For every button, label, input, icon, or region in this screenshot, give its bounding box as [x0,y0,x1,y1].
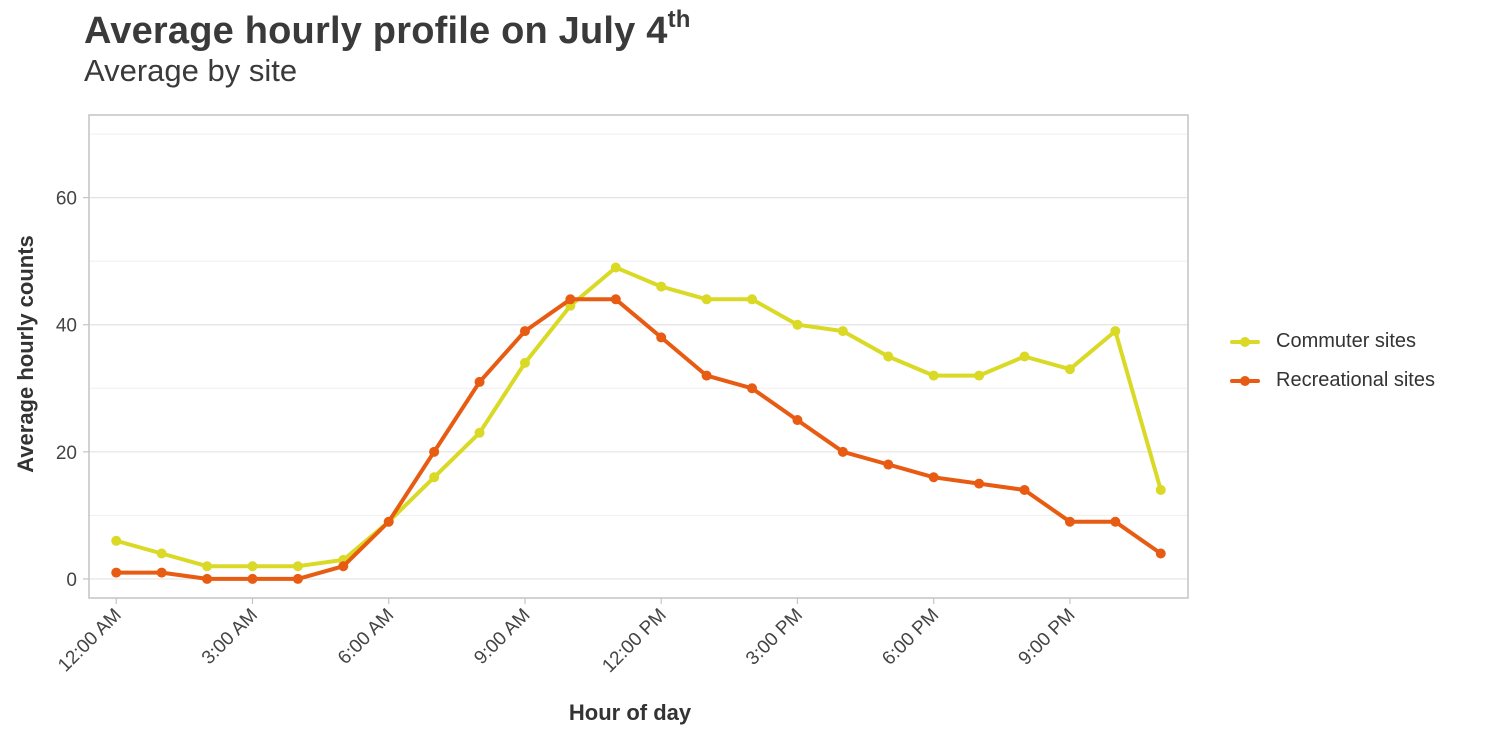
data-point-recreational [837,446,848,457]
data-point-commuter [656,281,667,292]
chart-title-text: Average hourly profile on July 4 [84,10,668,52]
x-tick-label: 6:00 PM [878,605,943,670]
x-tick-label: 9:00 PM [1015,605,1080,670]
data-point-commuter [1019,351,1030,362]
data-point-commuter [974,370,985,381]
x-tick-label: 9:00 AM [470,605,534,669]
legend-item-commuter: Commuter sites [1228,322,1435,361]
data-point-commuter [792,319,803,330]
data-point-commuter [292,561,303,572]
data-point-recreational [474,376,485,387]
data-point-recreational [111,567,122,578]
data-point-recreational [1110,516,1121,527]
data-point-recreational [292,573,303,584]
data-point-commuter [111,535,122,546]
series-line-commuter [114,265,1163,569]
data-point-commuter [928,370,939,381]
data-point-commuter [474,427,485,438]
data-point-recreational [519,326,530,337]
legend-key-recreational [1228,371,1262,391]
data-point-commuter [701,294,712,305]
data-point-commuter [1064,364,1075,375]
series-line-recreational [114,297,1163,581]
data-point-recreational [747,383,758,394]
x-tick-label: 12:00 PM [598,605,670,677]
data-point-recreational [247,573,258,584]
data-point-recreational [883,459,894,470]
title-block: Average hourly profile on July 4th Avera… [84,6,691,89]
data-point-commuter [610,262,621,273]
series-layer [111,262,1166,584]
data-point-commuter [1155,484,1166,495]
data-point-commuter [837,326,848,337]
y-tick-label: 20 [56,443,77,464]
data-point-recreational [610,294,621,305]
data-point-commuter [519,357,530,368]
legend-item-recreational: Recreational sites [1228,361,1435,400]
plot-panel-border [88,114,1189,599]
series-commuter [111,262,1166,572]
x-tick-label: 6:00 AM [334,605,398,669]
x-tick-label: 3:00 AM [198,605,262,669]
data-point-commuter [429,472,440,483]
y-tick-label: 60 [56,189,77,210]
chart-title-superscript: th [667,6,691,33]
legend-label-commuter: Commuter sites [1276,330,1417,352]
grid-layer [89,133,1188,580]
data-point-recreational [202,573,213,584]
data-point-recreational [1064,516,1075,527]
data-point-recreational [338,561,349,572]
y-tick-label: 0 [66,570,77,591]
chart-subtitle: Average by site [84,53,298,88]
legend-key-commuter [1228,332,1262,352]
data-point-recreational [1155,548,1166,559]
legend-label-recreational: Recreational sites [1276,369,1435,391]
y-axis-title: Average hourly counts [13,235,38,473]
data-point-recreational [383,516,394,527]
data-point-recreational [974,478,985,489]
data-point-recreational [156,567,167,578]
chart-title: Average hourly profile on July 4th [84,6,691,53]
series-recreational [111,294,1166,584]
data-point-commuter [883,351,894,362]
data-point-commuter [202,561,213,572]
data-point-recreational [928,472,939,483]
data-point-recreational [429,446,440,457]
x-tick-label: 3:00 PM [742,605,807,670]
axis-layer: 0 20 40 60 12:00 AM 3:00 AM 6:00 AM 9:00 AM 12:0… [54,189,1079,677]
y-tick-label: 40 [56,316,77,337]
data-point-commuter [747,294,758,305]
data-point-commuter [1110,326,1121,337]
data-point-recreational [1019,484,1030,495]
data-point-recreational [565,294,576,305]
data-point-commuter [156,548,167,559]
x-tick-label: 12:00 AM [54,605,126,677]
data-point-recreational [792,415,803,426]
x-axis-title: Hour of day [569,700,692,725]
legend: Commuter sites Recreational sites [1228,322,1435,400]
data-point-recreational [656,332,667,343]
data-point-recreational [701,370,712,381]
data-point-commuter [247,561,258,572]
